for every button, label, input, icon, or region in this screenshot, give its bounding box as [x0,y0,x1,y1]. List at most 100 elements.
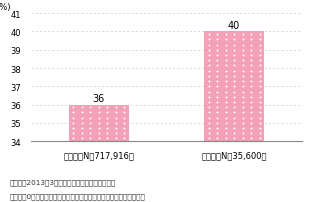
Point [215,101,220,104]
Point [215,49,220,52]
Point [215,106,220,109]
Point [206,33,211,37]
Point [215,54,220,57]
Point [248,132,253,135]
Point [223,64,228,68]
Point [215,33,220,37]
Text: 40: 40 [228,21,240,31]
Point [257,49,262,52]
Point [257,59,262,62]
Point [206,132,211,135]
Point [231,101,237,104]
Point [257,33,262,37]
Point [223,39,228,42]
Point [240,75,245,78]
Text: (%): (%) [0,3,11,12]
Point [223,106,228,109]
Point [79,137,84,140]
Point [257,44,262,47]
Point [257,75,262,78]
Point [206,127,211,130]
Point [113,127,118,130]
Point [257,85,262,88]
Point [257,132,262,135]
Point [248,90,253,94]
Point [96,122,101,125]
Point [96,127,101,130]
Point [231,137,237,140]
Point [88,127,93,130]
Point [257,80,262,83]
Point [215,39,220,42]
Point [113,137,118,140]
Point [248,75,253,78]
Point [206,54,211,57]
Point [257,116,262,120]
Point [215,85,220,88]
Point [231,70,237,73]
Point [240,111,245,115]
Point [231,59,237,62]
Point [248,64,253,68]
Point [257,90,262,94]
Point [231,80,237,83]
Point [79,132,84,135]
Point [71,132,76,135]
Point [248,116,253,120]
Point [240,44,245,47]
Point [105,111,110,115]
Bar [69,105,128,141]
Point [223,111,228,115]
Point [231,96,237,99]
Point [223,49,228,52]
Point [113,111,118,115]
Point [248,137,253,140]
Point [223,101,228,104]
Point [96,137,101,140]
Point [215,116,220,120]
Point [231,64,237,68]
Point [231,116,237,120]
Point [223,59,228,62]
Point [240,96,245,99]
Point [79,106,84,109]
Point [88,111,93,115]
Point [215,75,220,78]
Point [223,96,228,99]
Point [223,85,228,88]
Point [248,96,253,99]
Point [122,137,127,140]
Point [88,122,93,125]
Point [240,101,245,104]
Point [206,111,211,115]
Point [240,106,245,109]
Point [96,116,101,120]
Point [206,106,211,109]
Point [113,122,118,125]
Point [223,33,228,37]
Point [122,122,127,125]
Point [206,75,211,78]
Point [223,80,228,83]
Point [231,75,237,78]
Point [79,111,84,115]
Point [105,132,110,135]
Point [206,44,211,47]
Point [248,44,253,47]
Point [105,122,110,125]
Point [257,111,262,115]
Point [206,137,211,140]
Point [71,127,76,130]
Point [71,122,76,125]
Point [240,80,245,83]
Point [231,132,237,135]
Point [206,116,211,120]
Point [122,127,127,130]
Point [248,59,253,62]
Point [231,106,237,109]
Point [206,49,211,52]
Point [223,116,228,120]
Point [240,137,245,140]
Bar [204,32,264,141]
Point [257,127,262,130]
